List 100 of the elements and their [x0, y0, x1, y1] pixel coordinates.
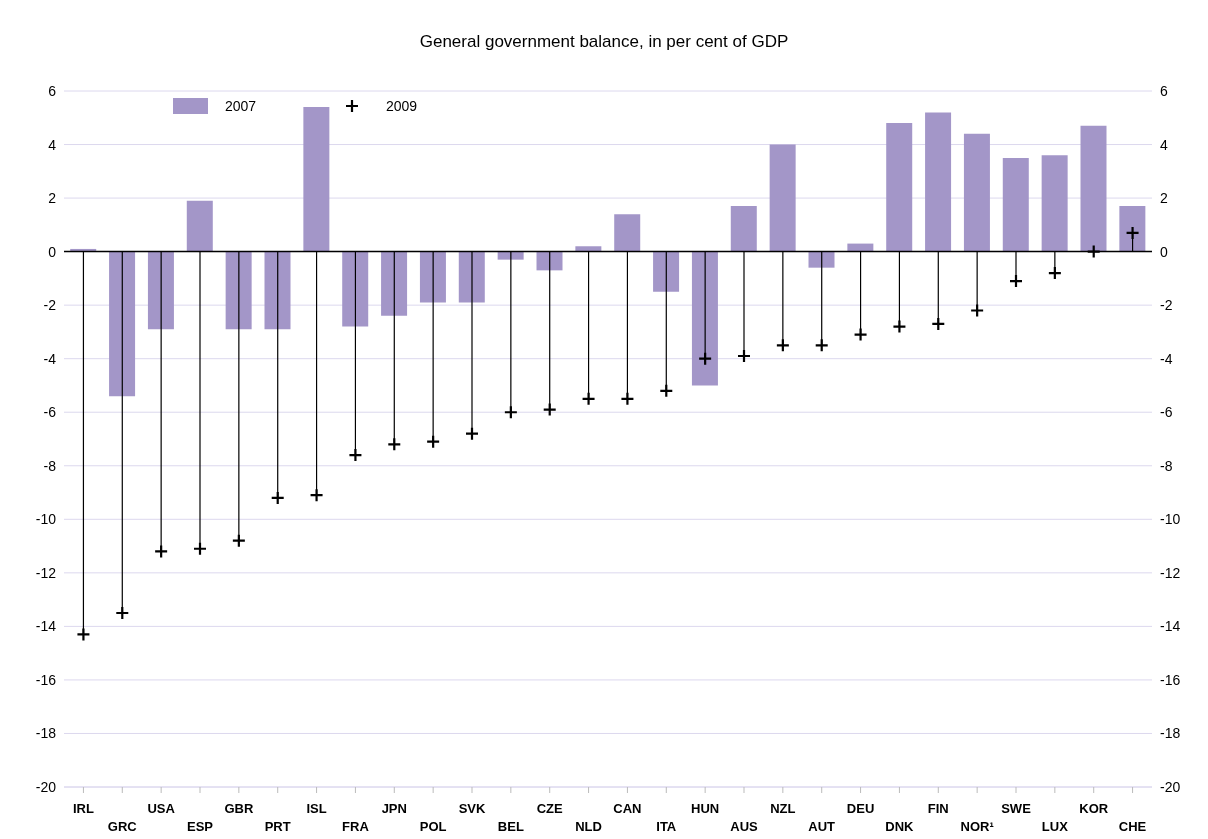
point: [775, 338, 790, 353]
point: [464, 426, 480, 441]
bar: [225, 251, 252, 330]
y2-tick-label: -8: [1160, 457, 1173, 474]
x-tick-label: IRL: [72, 800, 94, 816]
point: [1047, 265, 1062, 281]
bar: [536, 251, 563, 271]
point: [76, 627, 91, 642]
point: [503, 405, 518, 420]
bar: [1002, 157, 1029, 252]
bar: [614, 214, 641, 252]
y2-tick-label: -18: [1160, 725, 1181, 742]
y2-tick-label: 6: [1160, 82, 1168, 99]
point: [154, 544, 169, 559]
chart-title: General government balance, in per cent of GDP: [418, 32, 790, 52]
y2-tick-label: 0: [1160, 243, 1168, 260]
point: [814, 338, 829, 353]
bar: [1041, 155, 1068, 252]
bar: [264, 251, 291, 330]
x-tick-label: GRC: [107, 818, 138, 834]
y2-tick-label: -14: [1160, 618, 1181, 635]
y2-tick-label: -16: [1160, 671, 1181, 688]
bar: [769, 144, 796, 252]
x-tick-label: NZL: [770, 800, 796, 816]
point: [736, 348, 752, 364]
point: [426, 434, 441, 449]
y-tick-label: -4: [43, 350, 57, 367]
x-tick-label: NLD: [575, 818, 602, 834]
bar: [730, 206, 757, 252]
bar: [303, 107, 330, 252]
x-tick-label: DEU: [846, 800, 875, 816]
y-tick-label: 6: [48, 82, 57, 99]
point: [270, 490, 285, 505]
y-tick-label: 0: [48, 243, 57, 260]
point: [309, 488, 324, 503]
x-tick-label: ISL: [306, 800, 327, 816]
bar: [1080, 125, 1107, 252]
x-tick-label: AUS: [730, 818, 759, 834]
y-tick-label: -20: [35, 778, 57, 795]
bar: [808, 251, 835, 268]
bar: [458, 251, 485, 303]
y-tick-label: 4: [48, 136, 57, 153]
y2-tick-label: -12: [1160, 564, 1181, 581]
y2-tick-label: -2: [1160, 297, 1173, 314]
x-tick-label: ITA: [656, 818, 677, 834]
point: [1086, 244, 1101, 259]
point: [620, 391, 635, 406]
bar: [963, 133, 990, 252]
x-tick-label: KOR: [1079, 800, 1109, 816]
x-tick-label: FRA: [342, 818, 370, 834]
bar: [342, 251, 369, 327]
point: [231, 533, 246, 548]
y2-tick-label: -6: [1160, 404, 1173, 421]
x-tick-label: JPN: [381, 800, 407, 816]
bar: [109, 251, 136, 397]
x-tick-label: SVK: [458, 800, 486, 816]
bar: [147, 251, 174, 330]
legend-label: 2009: [386, 98, 418, 114]
y-tick-label: 2: [48, 190, 57, 207]
point: [387, 437, 402, 452]
x-tick-label: USA: [147, 800, 176, 816]
bar: [886, 123, 913, 252]
bar: [497, 251, 524, 260]
point: [348, 447, 363, 463]
point: [115, 605, 130, 621]
y-tick-label: -2: [43, 297, 57, 314]
x-tick-label: NOR¹: [960, 818, 994, 834]
y-tick-label: -6: [43, 404, 57, 421]
point: [892, 319, 907, 334]
y-tick-label: -8: [43, 457, 57, 474]
bar: [653, 251, 680, 292]
x-tick-label: DNK: [885, 818, 915, 834]
legend-label: 2007: [225, 98, 257, 114]
y-tick-label: -16: [35, 671, 57, 688]
bar: [381, 251, 408, 316]
x-tick-label: GBR: [224, 800, 254, 816]
x-tick-label: CZE: [536, 800, 564, 816]
point: [853, 327, 868, 342]
bar: [1119, 206, 1146, 252]
x-tick-label: CAN: [613, 800, 642, 816]
x-tick-label: HUN: [691, 800, 720, 816]
y-tick-label: -14: [35, 618, 57, 635]
x-tick-label: SWE: [1001, 800, 1032, 816]
point: [1008, 273, 1024, 289]
x-tick-label: CHE: [1118, 818, 1147, 834]
y2-tick-label: 2: [1160, 190, 1168, 207]
y-tick-label: -12: [35, 564, 57, 581]
point: [970, 303, 985, 318]
y2-tick-label: -10: [1160, 511, 1181, 528]
bar: [691, 251, 718, 386]
point: [931, 316, 946, 331]
x-tick-label: BEL: [497, 818, 524, 834]
y2-tick-label: -4: [1160, 350, 1173, 367]
x-tick-label: ESP: [186, 818, 214, 834]
point: [542, 402, 557, 417]
y2-tick-label: 4: [1160, 136, 1168, 153]
point: [192, 541, 208, 556]
bar: [925, 112, 952, 252]
x-tick-label: POL: [419, 818, 447, 834]
y2-tick-label: -20: [1160, 778, 1181, 795]
